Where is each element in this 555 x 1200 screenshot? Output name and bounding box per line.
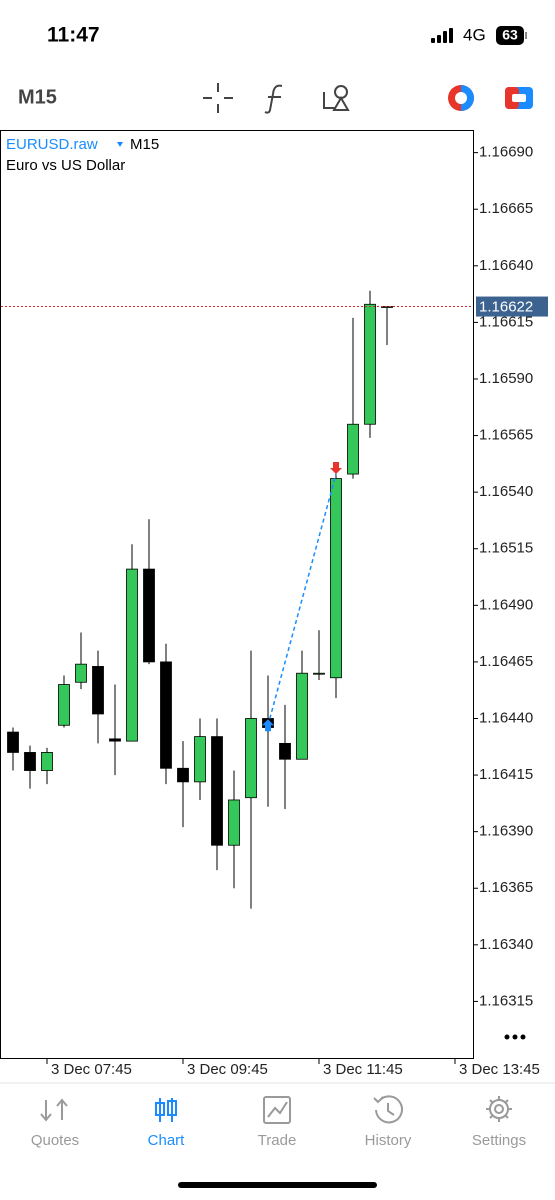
nav-label[interactable]: History bbox=[365, 1132, 412, 1149]
objects-button[interactable] bbox=[323, 85, 350, 111]
more-menu[interactable] bbox=[504, 1034, 526, 1040]
symbol-description: Euro vs US Dollar bbox=[6, 157, 125, 174]
x-tick-label: 3 Dec 07:45 bbox=[51, 1061, 132, 1078]
signal-icon bbox=[431, 28, 453, 43]
nav-label[interactable]: Quotes bbox=[31, 1132, 79, 1149]
x-tick-label: 3 Dec 11:45 bbox=[323, 1061, 403, 1078]
sell-arrow bbox=[330, 462, 342, 475]
history-icon[interactable] bbox=[373, 1095, 403, 1124]
crosshair-button[interactable] bbox=[203, 83, 233, 113]
nav-label[interactable]: Settings bbox=[472, 1132, 526, 1149]
symbol-name[interactable]: EURUSD.raw bbox=[6, 136, 98, 153]
candle-body bbox=[143, 568, 155, 663]
current-price-box bbox=[476, 296, 548, 317]
y-tick-label: 1.16365 bbox=[479, 879, 533, 896]
nav-label[interactable]: Trade bbox=[258, 1132, 297, 1149]
y-tick-label: 1.16540 bbox=[479, 483, 533, 500]
candle-body bbox=[347, 423, 359, 475]
y-tick-label: 1.16465 bbox=[479, 653, 533, 670]
network-label: 4G bbox=[463, 25, 486, 44]
home-indicator bbox=[178, 1182, 377, 1188]
buy-arrow bbox=[262, 719, 274, 732]
candle-body bbox=[92, 666, 104, 715]
y-tick-label: 1.16590 bbox=[479, 370, 533, 387]
trade-signal-button[interactable] bbox=[448, 85, 474, 111]
y-tick-label: 1.16665 bbox=[479, 200, 533, 217]
battery-level: 63 bbox=[502, 27, 518, 43]
candle-body bbox=[313, 672, 325, 675]
y-tick-label: 1.16515 bbox=[479, 540, 533, 557]
y-tick-label: 1.16690 bbox=[479, 144, 533, 161]
indicators-button[interactable] bbox=[264, 84, 283, 114]
y-tick-label: 1.16415 bbox=[479, 766, 533, 783]
y-tick-label: 1.16440 bbox=[479, 709, 533, 726]
y-tick-label: 1.16490 bbox=[479, 596, 533, 613]
candle-body bbox=[126, 568, 138, 742]
y-tick-label: 1.16615 bbox=[479, 313, 533, 330]
y-tick-label: 1.16640 bbox=[479, 257, 533, 274]
current-price-label: 1.16622 bbox=[479, 299, 533, 316]
candle-body bbox=[160, 661, 172, 769]
candle-body bbox=[279, 742, 291, 760]
trade-line bbox=[267, 473, 337, 726]
x-tick-label: 3 Dec 13:45 bbox=[459, 1061, 540, 1078]
y-tick-label: 1.16390 bbox=[479, 823, 533, 840]
candle-body bbox=[41, 752, 53, 771]
candle-body bbox=[211, 736, 223, 846]
battery-tip bbox=[525, 32, 527, 39]
candle-body bbox=[75, 663, 87, 683]
quotes-icon[interactable] bbox=[40, 1098, 68, 1122]
chart: EURUSD.raw M15 Euro vs US Dollar 1.16690… bbox=[0, 130, 548, 1078]
y-tick-label: 1.16340 bbox=[479, 936, 533, 953]
candle-body bbox=[245, 718, 257, 799]
status-time: 11:47 bbox=[47, 24, 100, 47]
candle-body bbox=[58, 684, 70, 726]
candle-body bbox=[228, 799, 240, 846]
candle-body bbox=[364, 303, 376, 425]
chart-timeframe: M15 bbox=[130, 136, 159, 153]
one-click-button[interactable] bbox=[505, 87, 533, 109]
trade-icon[interactable] bbox=[263, 1096, 291, 1124]
y-tick-label: 1.16315 bbox=[479, 992, 533, 1009]
candle-body bbox=[296, 672, 308, 760]
timeframe-button[interactable]: M15 bbox=[18, 86, 57, 108]
nav-label[interactable]: Chart bbox=[148, 1132, 186, 1149]
x-tick-label: 3 Dec 09:45 bbox=[187, 1061, 268, 1078]
battery-icon bbox=[496, 26, 524, 45]
candle-body bbox=[330, 478, 342, 679]
candle-body bbox=[177, 767, 189, 783]
settings-icon[interactable] bbox=[486, 1096, 512, 1122]
chart-icon[interactable] bbox=[155, 1098, 177, 1122]
plot-frame bbox=[0, 130, 474, 1059]
y-tick-label: 1.16565 bbox=[479, 427, 533, 444]
candle-body bbox=[109, 738, 121, 742]
symbol-dropdown[interactable] bbox=[117, 142, 123, 147]
candle-body bbox=[194, 736, 206, 783]
candle-body bbox=[24, 752, 36, 771]
candle-body bbox=[7, 731, 19, 753]
